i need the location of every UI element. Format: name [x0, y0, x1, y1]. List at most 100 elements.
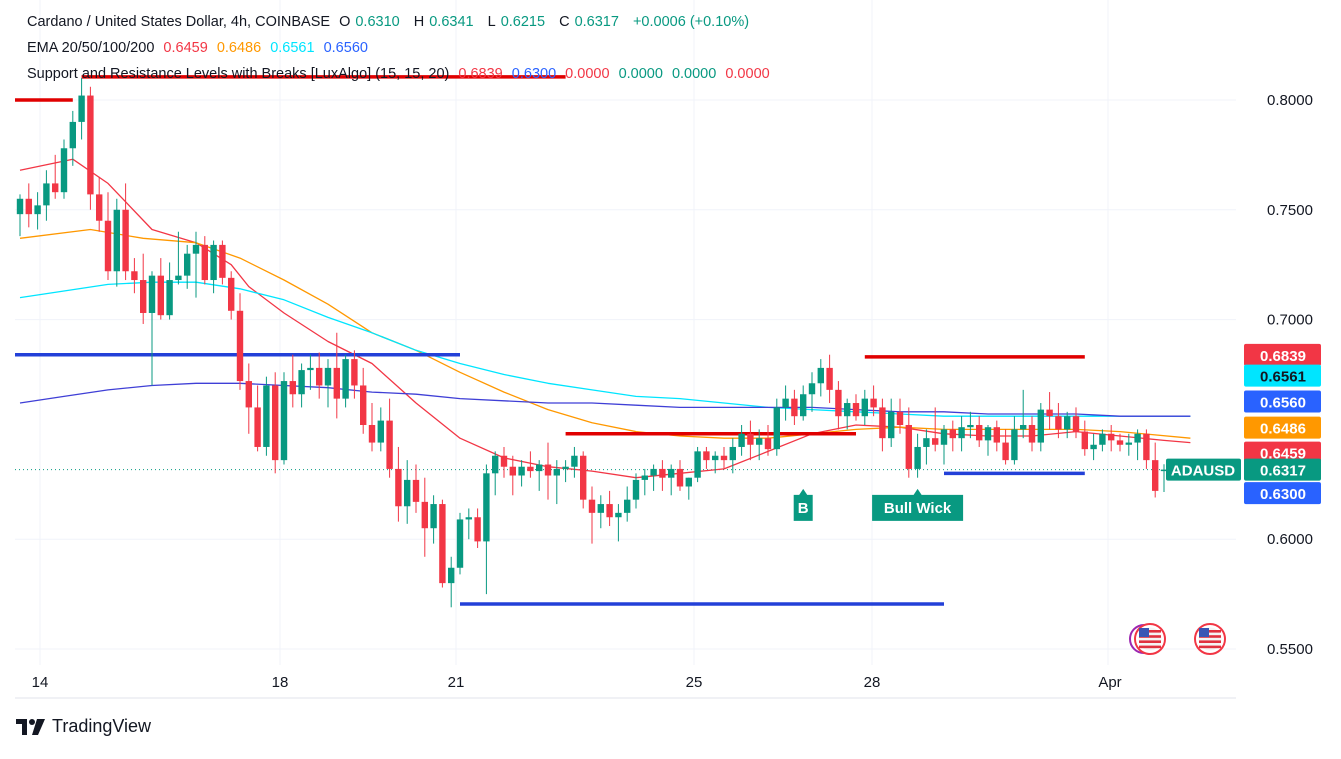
candle	[404, 460, 411, 524]
candle	[439, 499, 446, 588]
candle	[606, 490, 613, 527]
candle-body	[377, 420, 384, 443]
candle	[1152, 442, 1159, 498]
symbol-legend[interactable]: Cardano / United States Dollar, 4h, COIN…	[27, 13, 754, 31]
candle	[756, 429, 763, 461]
candle	[236, 293, 244, 390]
candle	[571, 446, 578, 478]
ema-value: 0.6560	[323, 40, 368, 56]
tradingview-logo[interactable]: TradingView	[16, 716, 151, 737]
candle-body	[861, 398, 868, 417]
candle	[826, 354, 833, 404]
candle	[632, 473, 640, 509]
candle	[852, 394, 860, 421]
candle	[263, 376, 270, 456]
price-label-bg	[1244, 390, 1321, 413]
candle	[412, 464, 420, 513]
candle-body	[852, 403, 860, 417]
candle	[104, 192, 112, 281]
candle-body	[131, 271, 138, 281]
price-label-text: 0.6486	[1260, 421, 1306, 438]
candle	[307, 354, 314, 390]
candle-body	[263, 385, 270, 447]
candle	[712, 451, 719, 474]
candle	[1002, 429, 1009, 465]
candle-body	[78, 95, 85, 122]
candle	[703, 446, 710, 469]
candle-body	[166, 280, 173, 316]
candle	[940, 424, 948, 465]
price-label: 0.6459	[1244, 441, 1321, 464]
ema-value: 0.6486	[216, 40, 262, 56]
candle	[219, 240, 226, 285]
ema-value: 0.6561	[270, 40, 315, 56]
x-axis-tick-label: Apr	[1098, 674, 1121, 691]
candle-body	[272, 385, 279, 461]
candle	[430, 495, 437, 544]
candle	[1064, 411, 1071, 439]
candle-body	[104, 220, 112, 272]
candle	[861, 389, 868, 425]
candle	[245, 363, 252, 434]
candle	[817, 359, 824, 397]
candle-body	[1002, 442, 1009, 461]
sr-value: 0.0000	[618, 66, 663, 82]
candle	[386, 398, 393, 478]
candle	[148, 271, 156, 386]
candle-body	[1152, 460, 1159, 491]
candle	[289, 354, 296, 408]
sr-title: Support and Resistance Levels with Break…	[27, 66, 450, 82]
candle-body	[351, 359, 358, 386]
candle	[492, 451, 499, 496]
candle	[1072, 407, 1080, 439]
candle	[976, 416, 983, 447]
candle	[333, 332, 340, 419]
candle	[527, 451, 534, 478]
ema-legend[interactable]: EMA 20/50/100/200 0.6459 0.6486 0.6561 0…	[27, 39, 373, 57]
candle	[421, 477, 428, 557]
sr-value: 0.6300	[511, 66, 557, 82]
us-event-flag-icon	[1194, 623, 1226, 655]
candle	[465, 508, 472, 540]
candle-body	[1143, 433, 1150, 461]
candle	[500, 446, 508, 478]
candle	[43, 170, 50, 221]
candle	[368, 403, 376, 452]
candle-body	[668, 468, 675, 478]
y-axis-tick-label: 0.6000	[1267, 531, 1313, 548]
sr-value: 0.6839	[458, 66, 503, 82]
candle	[888, 398, 895, 447]
candle-body	[888, 411, 895, 439]
ohlc-close: C 0.6317	[559, 14, 619, 30]
candle	[113, 198, 120, 287]
y-axis-tick-label: 0.7000	[1267, 312, 1313, 329]
candle	[298, 363, 305, 408]
candle-body	[483, 473, 490, 542]
candle	[1020, 389, 1027, 439]
candle	[685, 477, 692, 500]
sr-legend[interactable]: Support and Resistance Levels with Break…	[27, 65, 775, 83]
candle-body	[368, 424, 376, 443]
candle-body	[923, 438, 930, 447]
candle	[456, 512, 464, 575]
candle-body	[967, 424, 974, 428]
candle-body	[254, 407, 261, 447]
candle-body	[624, 499, 631, 513]
candle	[1099, 429, 1106, 452]
candle	[377, 407, 384, 452]
candle-body	[280, 381, 288, 461]
candle-body	[87, 95, 94, 195]
price-label: 0.6300	[1244, 482, 1321, 505]
candle	[914, 433, 921, 478]
candle-body	[932, 438, 939, 445]
candle-body	[676, 468, 684, 487]
candle	[87, 86, 94, 210]
price-label: 0.6839	[1244, 343, 1321, 366]
price-label-text: 0.6561	[1260, 369, 1306, 386]
candle-body	[500, 455, 508, 467]
candle-body	[703, 451, 710, 461]
candle-body	[386, 420, 393, 469]
candle	[1011, 416, 1018, 465]
